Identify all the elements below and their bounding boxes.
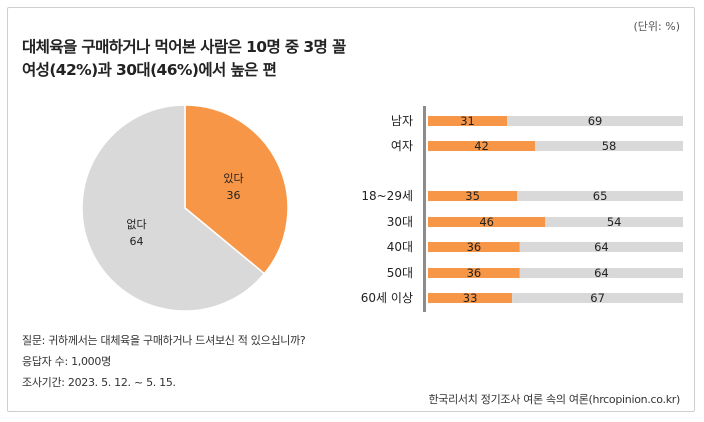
survey-period: 조사기간: 2023. 5. 12. ~ 5. 15. <box>22 376 176 389</box>
bar-category-label: 60세 이상 <box>361 291 413 305</box>
bar-value-label: 42 <box>474 139 489 153</box>
bar-segment-no <box>519 268 683 278</box>
survey-info: 질문: 귀하께서는 대체육을 구매하거나 드셔보신 적 있으십니까? 응답자 수… <box>22 330 306 393</box>
bar-segment-no <box>545 217 683 227</box>
bar-segment-no <box>507 116 683 126</box>
pie-chart: 있다 36 없다 64 <box>81 104 289 312</box>
bar-value-label: 31 <box>460 114 475 128</box>
pie-label-value: 36 <box>226 189 240 202</box>
title-line-1: 대체육을 구매하거나 먹어본 사람은 10명 중 3명 꼴 <box>22 38 346 56</box>
title-line-2: 여성(42%)과 30대(46%)에서 높은 편 <box>22 61 277 79</box>
bar-segment-yes <box>428 217 546 227</box>
bar-value-label: 64 <box>594 266 609 280</box>
bar-segment-yes <box>428 141 536 151</box>
bar-value-label: 54 <box>607 215 622 229</box>
chart-frame <box>7 7 695 412</box>
bar-value-label: 35 <box>465 189 480 203</box>
bar-segment-yes <box>428 242 520 252</box>
bar-category-label: 50대 <box>387 266 413 280</box>
bar-value-label: 69 <box>588 114 603 128</box>
bar-category-label: 40대 <box>387 240 413 254</box>
chart-title: 대체육을 구매하거나 먹어본 사람은 10명 중 3명 꼴 여성(42%)과 3… <box>22 36 346 82</box>
bar-value-label: 64 <box>594 240 609 254</box>
bar-segment-yes <box>428 268 520 278</box>
stacked-bar-chart: 남자 31 69 여자 42 58 18~29세 35 65 30대 46 54 40대 36 64 50대 3… <box>361 106 683 312</box>
bar-segment-yes <box>428 116 508 126</box>
bar-segment-no <box>512 293 683 303</box>
bar-category-label: 남자 <box>391 114 413 128</box>
bar-category-label: 18~29세 <box>361 189 413 203</box>
pie-slice-yes <box>184 104 289 275</box>
bar-value-label: 65 <box>593 189 608 203</box>
bar-axis-line <box>423 106 426 312</box>
bar-value-label: 46 <box>479 215 494 229</box>
bar-category-label: 30대 <box>387 215 413 229</box>
pie-slice-no <box>81 104 266 312</box>
bar-value-label: 36 <box>467 240 482 254</box>
survey-respondents: 응답자 수: 1,000명 <box>22 355 111 368</box>
source-credit: 한국리서치 정기조사 여론 속의 여론(hrcopinion.co.kr) <box>428 393 680 406</box>
bar-segment-no <box>519 242 683 252</box>
survey-question: 질문: 귀하께서는 대체육을 구매하거나 드셔보신 적 있으십니까? <box>22 334 306 347</box>
bar-segment-no <box>535 141 683 151</box>
pie-label-category: 없다 <box>126 218 146 231</box>
bar-segment-yes <box>428 293 513 303</box>
pie-label-value: 64 <box>130 235 144 248</box>
bar-value-label: 36 <box>467 266 482 280</box>
bar-value-label: 67 <box>590 291 605 305</box>
bar-value-label: 33 <box>463 291 478 305</box>
bar-segment-no <box>517 191 683 201</box>
unit-label: (단위: %) <box>633 20 680 33</box>
bar-category-label: 여자 <box>391 139 413 153</box>
bar-segment-yes <box>428 191 518 201</box>
pie-label-category: 있다 <box>223 172 243 185</box>
bar-value-label: 58 <box>602 139 617 153</box>
